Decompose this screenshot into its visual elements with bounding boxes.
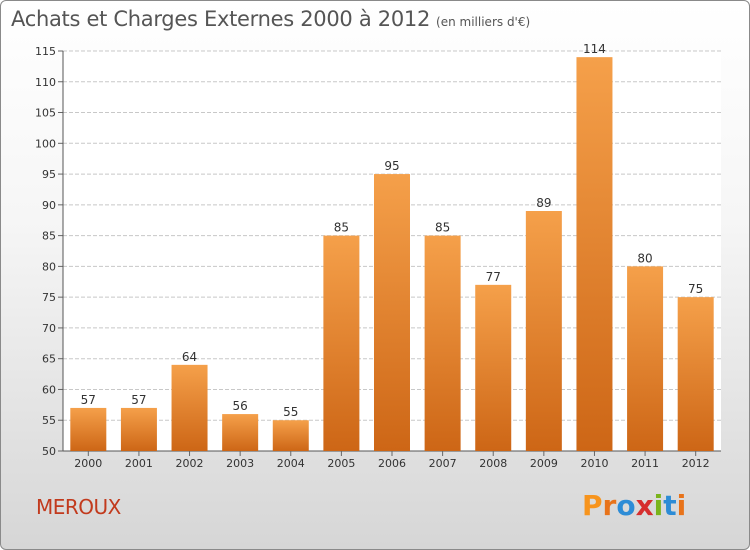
data-label: 77 [486,270,501,284]
y-tick-label: 90 [42,199,56,212]
proxiti-logo: Proxiti [582,489,686,522]
bar [272,420,309,451]
y-tick-label: 65 [42,353,56,366]
y-tick-label: 50 [42,445,56,458]
y-tick-label: 85 [42,230,56,243]
y-tick-label: 55 [42,414,56,427]
chart-title-text: Achats et Charges Externes 2000 à 2012 [11,7,431,31]
data-label: 85 [334,221,349,235]
y-tick-label: 115 [35,45,56,58]
y-tick-label: 105 [35,107,56,120]
y-tick-label: 100 [35,137,56,150]
data-label: 89 [536,196,551,210]
logo-letter: i [653,489,664,522]
commune-name: MEROUX [36,495,121,519]
bar [70,407,107,451]
data-label: 80 [637,251,652,265]
data-label: 57 [81,393,96,407]
logo-letter: t [663,489,677,522]
x-tick-label: 2005 [327,457,355,470]
y-tick-label: 110 [35,76,56,89]
x-tick-label: 2000 [74,457,102,470]
bar [576,57,613,452]
data-label: 85 [435,221,450,235]
y-tick-label: 75 [42,291,56,304]
data-label: 75 [688,282,703,296]
data-label: 56 [233,399,248,413]
bar [222,414,259,451]
y-tick-label: 80 [42,260,56,273]
bar [627,266,664,451]
y-tick-label: 95 [42,168,56,181]
data-label: 95 [384,159,399,173]
logo-letter: o [616,489,636,522]
x-tick-label: 2012 [682,457,710,470]
data-label: 55 [283,405,298,419]
x-tick-label: 2010 [580,457,608,470]
x-tick-label: 2009 [530,457,558,470]
x-tick-label: 2008 [479,457,507,470]
data-label: 57 [131,393,146,407]
bar [323,235,360,451]
x-tick-label: 2003 [226,457,254,470]
bar [120,407,157,451]
bar [374,174,410,452]
x-tick-label: 2001 [125,457,153,470]
x-tick-label: 2006 [378,457,406,470]
bar [475,284,512,451]
y-tick-label: 60 [42,383,56,396]
logo-letter: x [635,489,654,522]
bar [677,297,714,451]
logo-letter: P [582,489,603,522]
bar [424,235,461,451]
chart-unit: (en milliers d'€) [436,15,531,29]
logo-letter: r [602,489,617,522]
data-label: 64 [182,350,197,364]
y-tick-label: 70 [42,322,56,335]
chart-title: Achats et Charges Externes 2000 à 2012 (e… [11,7,530,31]
x-tick-label: 2004 [277,457,305,470]
logo-letter: i [676,489,687,522]
x-tick-label: 2002 [176,457,204,470]
bar [525,211,562,451]
data-label: 114 [583,42,606,56]
bar [171,364,208,451]
x-tick-label: 2011 [631,457,659,470]
x-tick-label: 2007 [429,457,457,470]
